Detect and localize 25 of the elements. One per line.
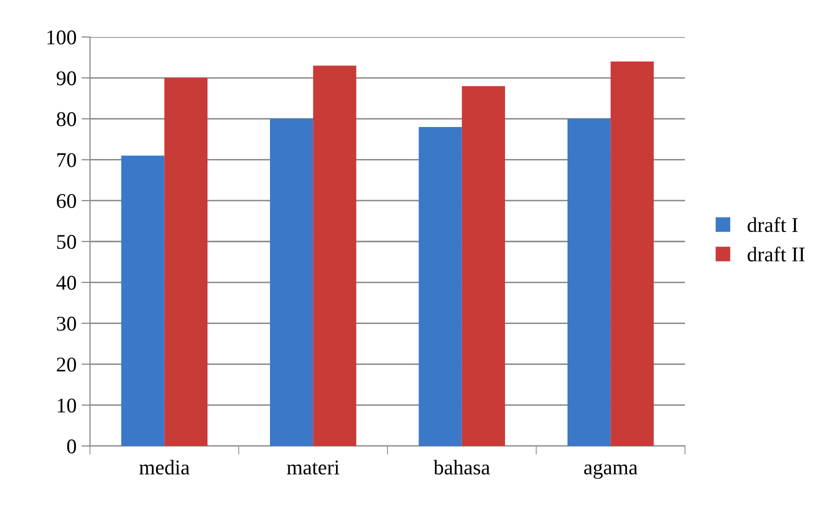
bar	[121, 156, 164, 446]
bar	[567, 118, 611, 446]
y-tick-label: 10	[58, 398, 76, 413]
legend-label: draft I	[748, 217, 798, 232]
y-tick-label: 40	[56, 276, 76, 290]
y-tick-label: 100	[47, 30, 76, 44]
y-tick-label: 50	[57, 234, 76, 249]
y-tick-label: 70	[57, 153, 76, 168]
y-tick-label: 0	[67, 439, 76, 454]
bar	[418, 126, 462, 446]
x-tick-label: agama	[584, 464, 638, 479]
x-tick-label: media	[139, 460, 190, 475]
bar	[270, 118, 314, 446]
bar	[462, 86, 506, 446]
y-tick-label: 60	[56, 194, 76, 208]
legend-label: draft II	[748, 246, 805, 262]
bar	[610, 62, 654, 446]
bar	[164, 78, 208, 446]
y-tick-label: 90	[56, 71, 76, 86]
x-tick-label: materi	[286, 460, 340, 475]
x-tick-label: bahasa	[434, 460, 490, 475]
y-tick-label: 30	[56, 316, 76, 331]
y-tick-label: 80	[56, 112, 76, 126]
y-tick-label: 20	[56, 358, 76, 372]
bar	[313, 66, 356, 446]
